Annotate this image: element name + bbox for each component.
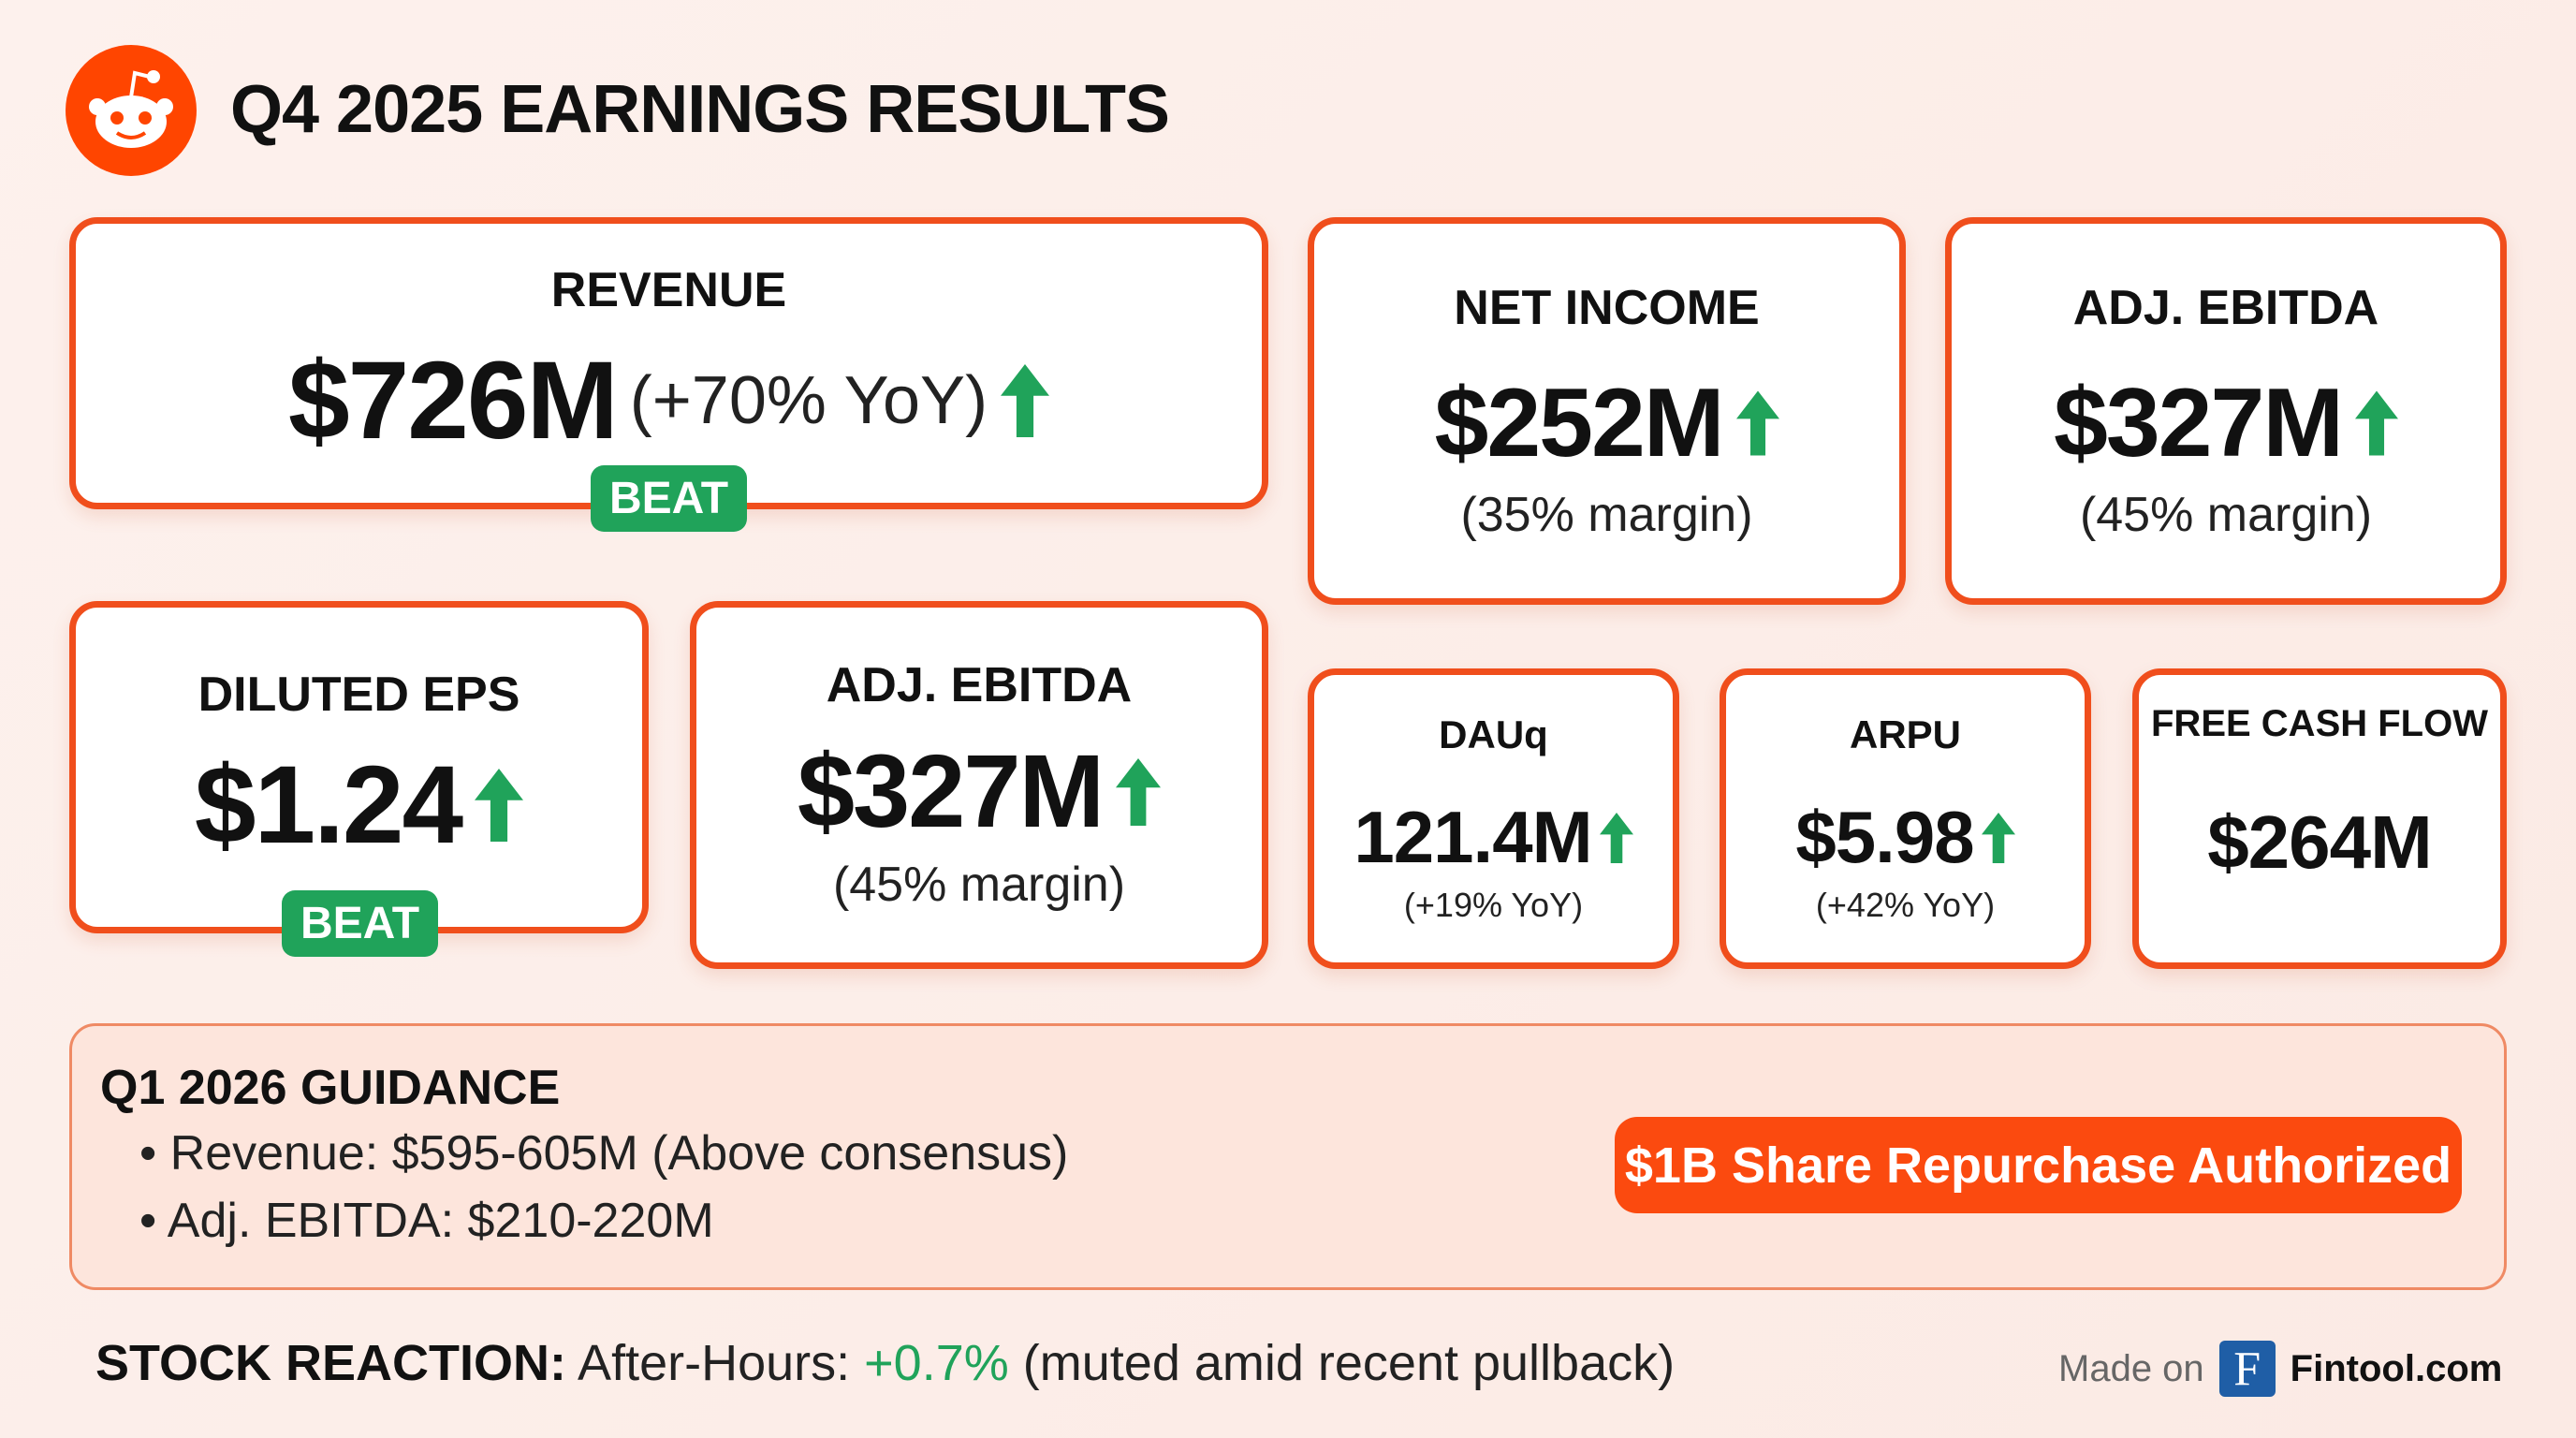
adj-ebitda-value: $327M [2054, 368, 2344, 477]
dauq-change: (+19% YoY) [1403, 886, 1584, 924]
made-on-fintool[interactable]: Made on F Fintool.com [2058, 1341, 2502, 1397]
adj-ebitda-card-2: ADJ. EBITDA $327M (45% margin) [690, 601, 1268, 969]
dauq-label: DAUq [1439, 712, 1548, 756]
page-title: Q4 2025 EARNINGS RESULTS [230, 72, 1170, 147]
arpu-change: (+42% YoY) [1815, 886, 1996, 924]
adj-ebitda-margin: (45% margin) [2079, 487, 2373, 542]
made-on-label: Made on [2058, 1347, 2204, 1389]
beat-badge: BEAT [282, 890, 439, 957]
free-cash-flow-card: FREE CASH FLOW $264M [2132, 668, 2507, 969]
revenue-value: $726M [287, 339, 619, 462]
guidance-ebitda: Adj. EBITDA: $210-220M [167, 1194, 714, 1248]
guidance-title: Q1 2026 GUIDANCE [100, 1061, 561, 1115]
adj-ebitda-label: ADJ. EBITDA [2072, 280, 2379, 335]
stock-change: +0.7% [864, 1335, 1009, 1391]
eps-value: $1.24 [194, 742, 463, 867]
net-income-margin: (35% margin) [1460, 487, 1753, 542]
net-income-value: $252M [1434, 368, 1725, 477]
revenue-label: REVENUE [550, 263, 787, 317]
guidance-panel: Q1 2026 GUIDANCE • Revenue: $595-605M (A… [69, 1023, 2507, 1290]
up-arrow-icon [1736, 380, 1779, 466]
up-arrow-icon [1600, 805, 1633, 871]
up-arrow-icon [1982, 805, 2015, 871]
stock-reaction: STOCK REACTION: After-Hours: +0.7% (mute… [95, 1334, 1675, 1392]
up-arrow-icon [475, 756, 523, 854]
arpu-label: ARPU [1849, 712, 1961, 756]
diluted-eps-card: DILUTED EPS $1.24 BEAT [69, 601, 649, 957]
stock-note: (muted amid recent pullback) [1022, 1335, 1676, 1391]
fcf-label: FREE CASH FLOW [2151, 703, 2488, 744]
adj-ebitda-margin: (45% margin) [832, 858, 1126, 912]
fcf-value: $264M [2207, 800, 2433, 884]
net-income-label: NET INCOME [1454, 280, 1760, 335]
arpu-value: $5.98 [1795, 796, 1974, 878]
guidance-item: • Adj. EBITDA: $210-220M [139, 1194, 714, 1248]
revenue-card: REVENUE $726M (+70% YoY) BEAT [69, 217, 1268, 532]
adj-ebitda-card: ADJ. EBITDA $327M (45% margin) [1945, 217, 2507, 605]
guidance-revenue: Revenue: $595-605M (Above consensus) [169, 1126, 1069, 1181]
adj-ebitda-label: ADJ. EBITDA [826, 658, 1133, 712]
dauq-card: DAUq 121.4M (+19% YoY) [1308, 668, 1679, 969]
adj-ebitda-value: $327M [797, 734, 1105, 849]
fintool-logo-icon: F [2218, 1341, 2276, 1397]
net-income-card: NET INCOME $252M (35% margin) [1308, 217, 1906, 605]
arpu-card: ARPU $5.98 (+42% YoY) [1720, 668, 2091, 969]
eps-label: DILUTED EPS [198, 667, 520, 722]
after-hours-label: After-Hours: [578, 1335, 851, 1391]
revenue-change: (+70% YoY) [629, 363, 988, 438]
up-arrow-icon [2355, 380, 2398, 466]
reddit-logo [66, 45, 197, 176]
fintool-brand: Fintool.com [2290, 1347, 2503, 1389]
guidance-item: • Revenue: $595-605M (Above consensus) [139, 1126, 1069, 1181]
up-arrow-icon [1001, 352, 1049, 449]
dauq-value: 121.4M [1354, 796, 1592, 878]
stock-reaction-label: STOCK REACTION: [95, 1335, 567, 1391]
reddit-snoo-icon [89, 70, 173, 148]
beat-badge: BEAT [591, 465, 748, 532]
up-arrow-icon [1116, 747, 1161, 837]
share-repurchase-button[interactable]: $1B Share Repurchase Authorized [1615, 1117, 2462, 1213]
